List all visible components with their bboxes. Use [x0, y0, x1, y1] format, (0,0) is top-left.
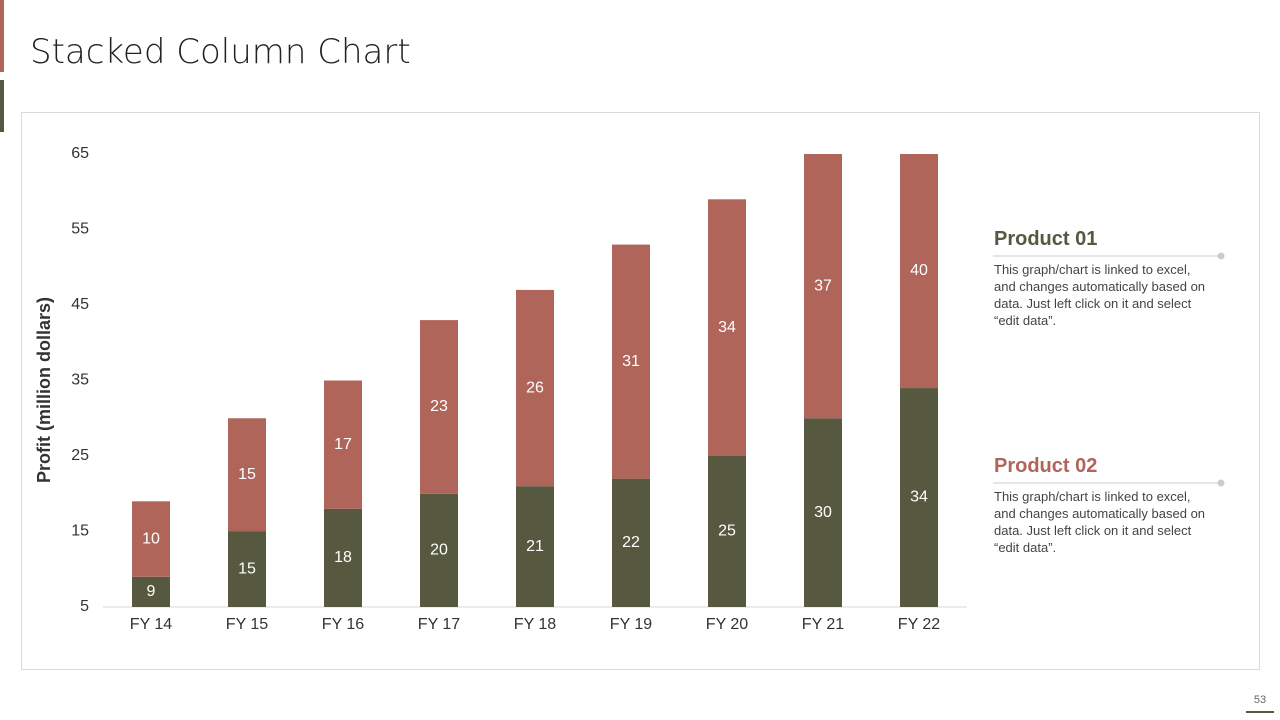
x-tick-label: FY 17	[418, 616, 461, 633]
x-tick-label: FY 21	[802, 616, 845, 633]
data-label: 9	[147, 583, 156, 600]
y-tick-label: 65	[71, 145, 89, 162]
y-tick-label: 35	[71, 372, 89, 389]
page-number: 53	[1253, 694, 1267, 706]
legend-title: Product 01	[994, 228, 1098, 250]
bar-segment	[708, 199, 746, 457]
x-tick-label: FY 22	[898, 616, 941, 633]
x-tick-label: FY 19	[610, 616, 653, 633]
bar-segment	[324, 380, 362, 509]
y-tick-label: 5	[80, 598, 89, 615]
bar-segment	[900, 154, 938, 389]
page-number-line	[1246, 711, 1274, 713]
data-label: 31	[622, 353, 640, 370]
y-tick-label: 55	[71, 221, 89, 238]
data-label: 23	[430, 398, 448, 415]
y-tick-label: 25	[71, 447, 89, 464]
accent-bar	[0, 80, 4, 132]
bars	[132, 154, 938, 607]
x-tick-label: FY 15	[226, 616, 269, 633]
data-label: 17	[334, 436, 352, 453]
bar-segment	[420, 493, 458, 607]
bar-segment	[900, 388, 938, 607]
accent-bar	[0, 0, 4, 72]
bar-segment	[708, 456, 746, 607]
legend-description: This graph/chart is linked to excel, and…	[994, 262, 1206, 328]
data-label: 20	[430, 542, 448, 559]
x-tick-label: FY 18	[514, 616, 557, 633]
legend-title: Product 02	[994, 455, 1098, 477]
bar-segment	[420, 320, 458, 494]
bar-segment	[228, 531, 266, 607]
bar-segment	[804, 154, 842, 419]
y-axis-label: Profit (million dollars)	[34, 297, 54, 483]
data-label: 30	[814, 504, 832, 521]
bar-segment	[228, 418, 266, 532]
y-tick-label: 45	[71, 296, 89, 313]
data-label: 15	[238, 560, 256, 577]
bar-segment	[324, 508, 362, 607]
bar-segment	[516, 289, 554, 487]
slide-title: Stacked Column Chart	[30, 32, 411, 72]
bar-segment	[132, 576, 170, 607]
data-label: 40	[910, 262, 928, 279]
data-label: 22	[622, 534, 640, 551]
data-label: 10	[142, 530, 160, 547]
data-label: 21	[526, 538, 544, 555]
legend-dot	[1217, 252, 1225, 260]
bar-segment	[612, 478, 650, 607]
x-tick-label: FY 16	[322, 616, 365, 633]
bar-segment	[132, 501, 170, 577]
data-label: 18	[334, 549, 352, 566]
x-tick-label: FY 20	[706, 616, 749, 633]
x-tick-label: FY 14	[130, 616, 173, 633]
bar-segment	[516, 486, 554, 607]
bar-segment	[612, 244, 650, 479]
data-label: 34	[718, 319, 736, 336]
data-label: 26	[526, 379, 544, 396]
data-label: 15	[238, 466, 256, 483]
legend-description: This graph/chart is linked to excel, and…	[994, 489, 1206, 555]
data-label: 34	[910, 489, 928, 506]
data-label: 25	[718, 523, 736, 540]
y-tick-label: 15	[71, 523, 89, 540]
bar-segment	[804, 418, 842, 607]
chart-frame	[21, 112, 1260, 670]
legend-dot	[1217, 479, 1225, 487]
data-label: 37	[814, 277, 832, 294]
